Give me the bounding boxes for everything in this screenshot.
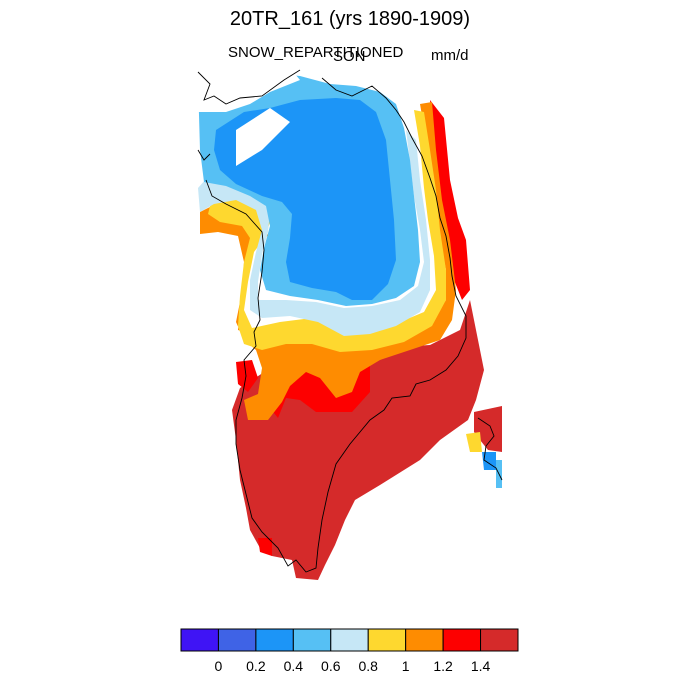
colorbar-tick-label: 0 [215,658,223,674]
colorbar-swatch [180,628,219,652]
colorbar-swatch [405,628,444,652]
colorbar-swatch [217,628,257,652]
variable-label: SNOW_REPARTITIONED [228,44,404,61]
colorbar-swatch [330,628,369,652]
region-gap-a [198,68,300,112]
colorbar-tick-label: 1.2 [433,658,453,674]
coastline [197,69,503,573]
colorbar-tick-label: 0.2 [246,658,266,674]
region-red-west [236,360,258,392]
colorbar-swatch [480,628,519,652]
region-island-red [474,406,502,452]
plot-title: 20TR_161 (yrs 1890-1909) [229,8,471,30]
colorbar-tick-label: 1 [402,658,410,674]
units-label: mm/d [431,47,469,64]
region-red-southtip [258,538,272,556]
colorbar-tick-label: 0.6 [321,658,341,674]
colorbar-swatch [255,628,294,652]
colorbar-swatch [292,628,332,652]
region-red-east [430,100,470,300]
colorbar-swatch [367,628,407,652]
colorbar-swatch [442,628,482,652]
region-island-yellow [466,432,482,452]
region-light-blue [198,130,430,336]
region-gap-b [236,108,290,166]
season-label: SON [333,48,366,65]
colorbar-tick-label: 0.8 [358,658,378,674]
colorbar-tick-label: 1.4 [471,658,491,674]
region-yellow [208,110,446,352]
colorbar-tick-label: 0.4 [284,658,304,674]
